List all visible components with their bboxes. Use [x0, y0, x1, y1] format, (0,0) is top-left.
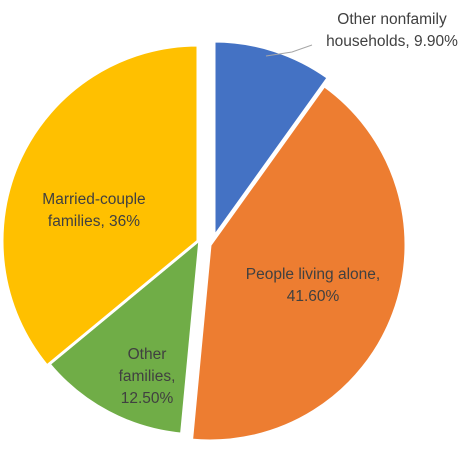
pie-slice-married-couple-families: [0, 43, 200, 369]
leader-line-other-nonfamily-households: [265, 44, 313, 57]
data-label-line: Other nonfamily: [337, 11, 447, 28]
data-label-line: People living alone,: [246, 266, 380, 283]
data-label-other-families: Other families, 12.50%: [119, 346, 176, 407]
pie-slice-other-families: [46, 235, 202, 436]
data-label-people-living-alone: People living alone, 41.60%: [246, 266, 380, 305]
data-label-line: families,: [119, 368, 176, 385]
pie-slice-people-living-alone: [189, 83, 408, 443]
data-label-line: Married-couple: [42, 191, 145, 208]
pie-slice-other-nonfamily-households: [212, 39, 331, 242]
pie-slices: [0, 39, 408, 443]
data-label-married-couple-families: Married-couple families, 36%: [42, 191, 145, 230]
data-label-line: families, 36%: [48, 213, 140, 230]
leader-lines: [265, 44, 313, 57]
data-label-line: Other: [128, 346, 167, 363]
data-label-line: households, 9.90%: [326, 33, 458, 50]
data-label-line: 12.50%: [121, 390, 174, 407]
data-label-other-nonfamily-households: Other nonfamily households, 9.90%: [326, 11, 458, 50]
data-labels: Other nonfamily households, 9.90% People l…: [42, 11, 458, 407]
data-label-line: 41.60%: [287, 288, 340, 305]
